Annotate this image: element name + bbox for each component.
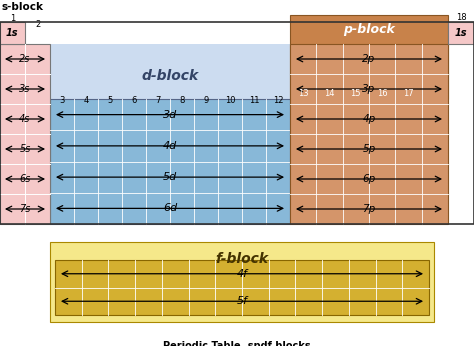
Bar	[290, 15, 448, 99]
Text: 5: 5	[108, 96, 113, 105]
Text: 5d: 5d	[163, 172, 177, 182]
Text: 1: 1	[10, 14, 16, 23]
Text: 5p: 5p	[363, 144, 375, 154]
Bar	[0, 22, 474, 224]
Bar	[290, 44, 448, 224]
Bar	[0, 44, 50, 224]
Text: p-block: p-block	[343, 23, 395, 36]
Text: 4: 4	[83, 96, 89, 105]
Text: d-block: d-block	[141, 70, 199, 83]
Text: 18: 18	[456, 13, 466, 22]
Text: 12: 12	[273, 96, 283, 105]
Text: 3s: 3s	[19, 84, 31, 94]
Text: 8: 8	[179, 96, 185, 105]
Bar	[448, 22, 474, 44]
Text: 13: 13	[298, 89, 309, 98]
Text: 17: 17	[403, 89, 414, 98]
Bar	[50, 44, 290, 224]
Text: 14: 14	[324, 89, 335, 98]
Text: 7s: 7s	[19, 204, 31, 214]
Text: 6p: 6p	[363, 174, 375, 184]
Bar	[50, 242, 434, 322]
Text: 6s: 6s	[19, 174, 31, 184]
Text: 4d: 4d	[163, 141, 177, 151]
Text: 3p: 3p	[363, 84, 375, 94]
Text: 7p: 7p	[363, 204, 375, 214]
Text: 5f: 5f	[237, 296, 247, 306]
Text: 4s: 4s	[19, 114, 31, 124]
Text: f-block: f-block	[216, 252, 269, 266]
Bar	[0, 22, 25, 44]
Text: 11: 11	[249, 96, 259, 105]
Text: 15: 15	[351, 89, 361, 98]
Text: 3: 3	[59, 96, 64, 105]
Text: 2p: 2p	[363, 54, 375, 64]
Text: 10: 10	[225, 96, 235, 105]
Text: Periodic Table, spdf blocks: Periodic Table, spdf blocks	[163, 341, 311, 346]
Text: 16: 16	[377, 89, 387, 98]
Text: 2s: 2s	[19, 54, 31, 64]
Text: s-block: s-block	[1, 2, 43, 12]
Bar	[55, 260, 429, 315]
Text: 9: 9	[203, 96, 209, 105]
Text: 1s: 1s	[455, 28, 467, 38]
Text: 4p: 4p	[363, 114, 375, 124]
Text: 3d: 3d	[163, 110, 177, 120]
Text: 6d: 6d	[163, 203, 177, 213]
Text: 7: 7	[155, 96, 161, 105]
Bar	[50, 99, 290, 224]
Text: 4f: 4f	[237, 269, 247, 279]
Text: 2: 2	[36, 20, 41, 29]
Text: 6: 6	[131, 96, 137, 105]
Text: 1s: 1s	[6, 28, 18, 38]
Text: 5s: 5s	[19, 144, 31, 154]
